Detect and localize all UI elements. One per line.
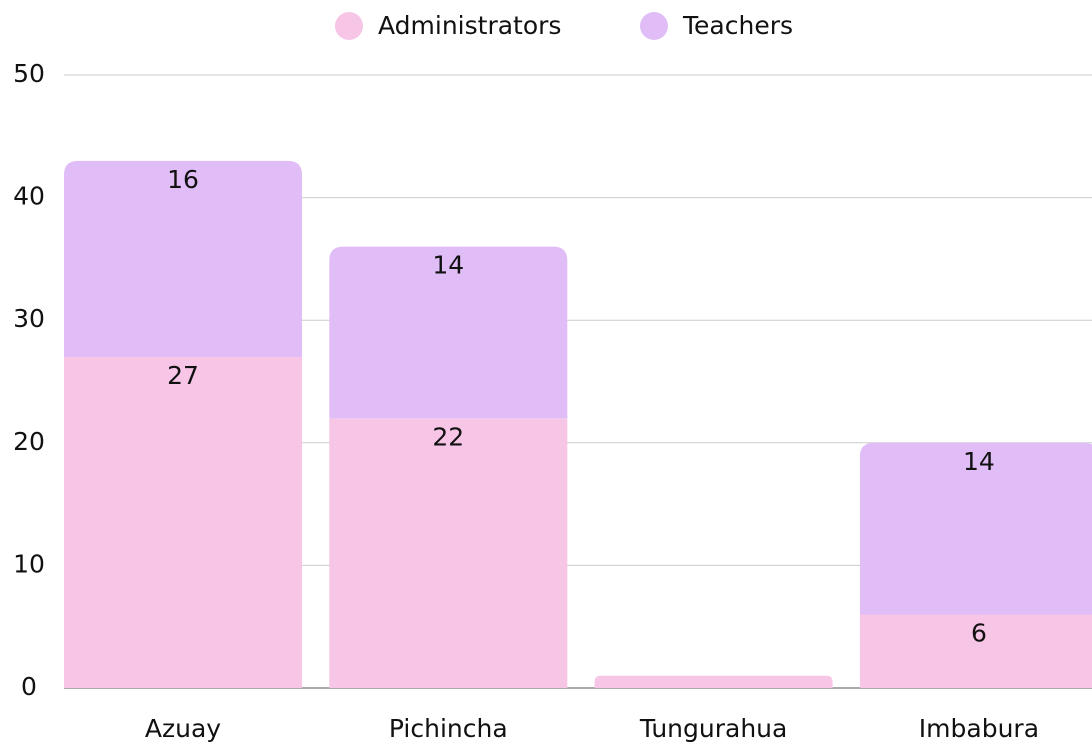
bar-segment: [64, 356, 302, 688]
bar-segment: [329, 246, 568, 419]
data-label: 6: [971, 618, 987, 647]
legend-label: Administrators: [378, 11, 561, 40]
bar-segment: [859, 442, 1092, 615]
y-tick-label: 30: [13, 304, 45, 333]
data-label: 22: [432, 422, 464, 451]
y-tick-label: 50: [13, 59, 45, 88]
data-label: 27: [167, 361, 199, 390]
bar-segment: [329, 418, 568, 688]
x-tick-label: Azuay: [145, 714, 221, 743]
legend-label: Teachers: [682, 11, 793, 40]
legend-swatch: [640, 12, 668, 40]
x-tick-label: Pichincha: [389, 714, 508, 743]
y-tick-label: 20: [13, 427, 45, 456]
y-tick-label: 10: [13, 549, 45, 578]
x-tick-label: Imbabura: [919, 714, 1039, 743]
x-tick-label: Tungurahua: [639, 714, 788, 743]
legend-swatch: [335, 12, 363, 40]
bar-segment: [594, 675, 833, 688]
data-label: 14: [432, 251, 464, 280]
bar-segment: [64, 160, 302, 357]
y-tick-label: 0: [21, 672, 37, 701]
data-label: 16: [167, 165, 199, 194]
y-tick-label: 40: [13, 182, 45, 211]
data-label: 14: [963, 447, 995, 476]
bar-segment: [859, 614, 1092, 688]
